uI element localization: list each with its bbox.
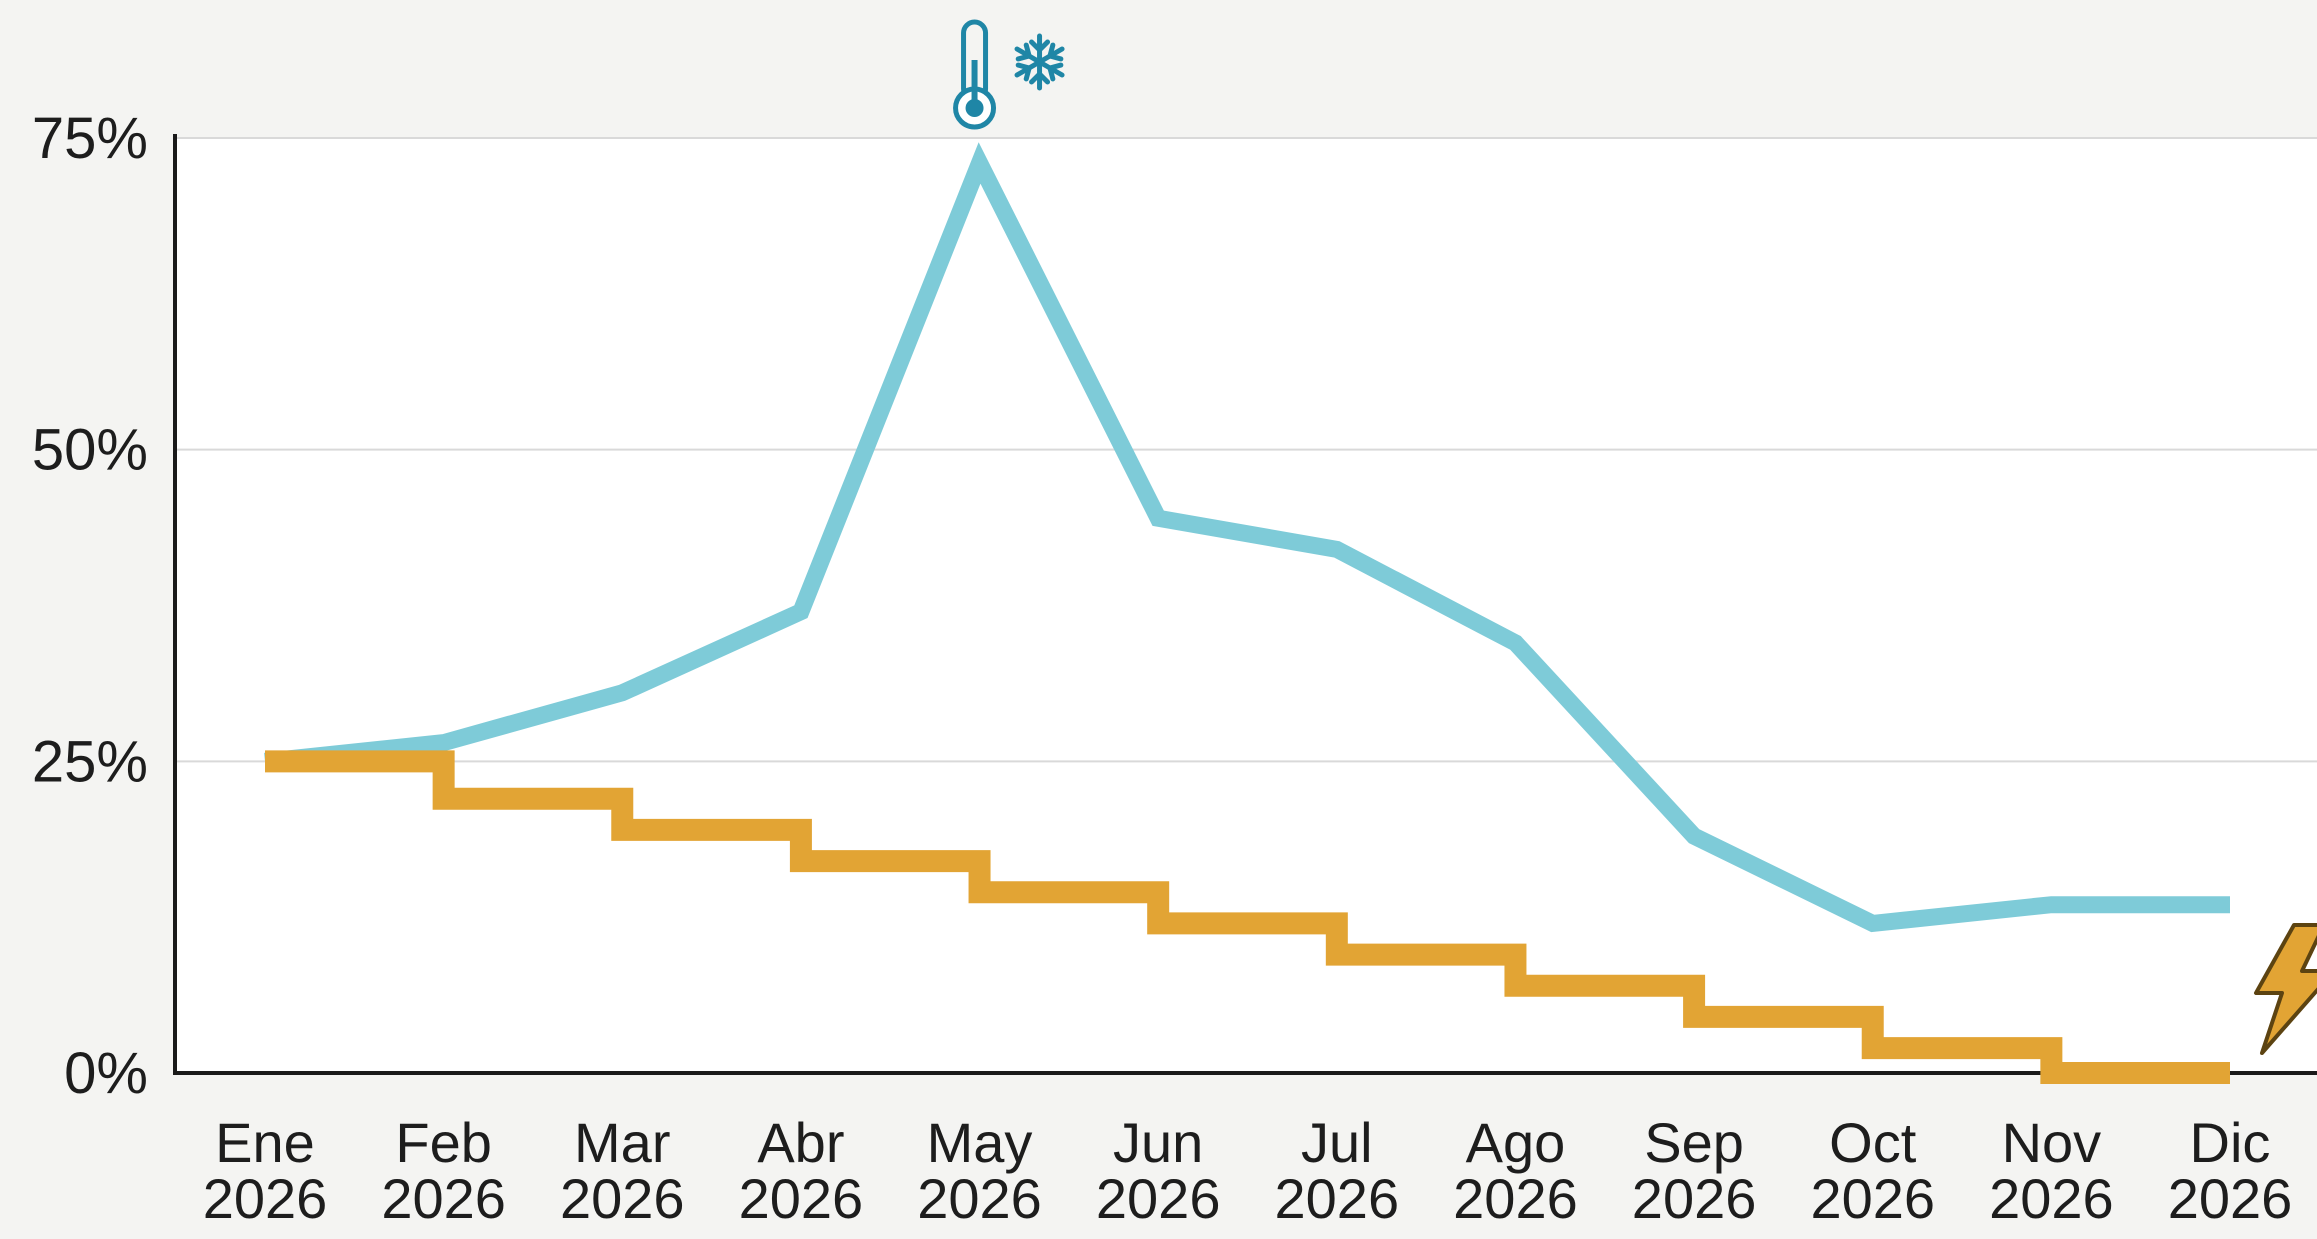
data-point — [979, 891, 981, 893]
data-point — [1157, 922, 1159, 924]
lightning-bolt-icon — [2254, 923, 2317, 1055]
x-tick-label: May 2026 — [917, 1111, 1042, 1230]
data-point — [1693, 1016, 1695, 1018]
x-tick-label: Sep 2026 — [1632, 1111, 1757, 1230]
data-point — [621, 692, 623, 694]
snowflake-branch — [1015, 42, 1033, 62]
data-point — [2050, 1072, 2052, 1074]
y-tick-label: 75% — [32, 106, 148, 171]
snowflake-branch — [1046, 42, 1064, 62]
x-tick-label: Dic 2026 — [2168, 1111, 2293, 1230]
series-line — [264, 142, 2230, 933]
axes — [173, 134, 2317, 1075]
data-point — [443, 798, 445, 800]
data-point — [443, 742, 445, 744]
x-tick-label: Ene 2026 — [203, 1111, 328, 1230]
x-tick-label: Jun 2026 — [1096, 1111, 1221, 1230]
data-point — [1336, 548, 1338, 550]
data-point — [979, 162, 981, 164]
data-point — [1514, 642, 1516, 644]
y-tick-label: 0% — [64, 1041, 148, 1106]
annotation-icons — [953, 19, 2317, 1055]
data-point — [1872, 922, 1874, 924]
series-line-step — [265, 750, 2230, 1084]
x-tick-label: Jul 2026 — [1275, 1111, 1400, 1230]
x-tick-label: Ago 2026 — [1453, 1111, 1578, 1230]
data-point — [800, 860, 802, 862]
lightning-bolt-shape — [2254, 923, 2317, 1055]
data-point — [1157, 517, 1159, 519]
snowflake-branch — [1046, 62, 1064, 82]
data-point — [1872, 1047, 1874, 1049]
snowflake-arm — [1014, 42, 1065, 82]
x-tick-label: Oct 2026 — [1810, 1111, 1935, 1230]
data-point — [1336, 954, 1338, 956]
snowflake-branch — [1015, 62, 1033, 82]
data-point — [2229, 1072, 2231, 1074]
x-tick-label: Nov 2026 — [1989, 1111, 2114, 1230]
data-point — [2050, 904, 2052, 906]
snowflake-branch — [1029, 39, 1051, 54]
data-point — [621, 829, 623, 831]
data-point — [1514, 985, 1516, 987]
data-point — [1693, 835, 1695, 837]
y-tick-label: 50% — [32, 418, 148, 483]
x-tick-label: Mar 2026 — [560, 1111, 685, 1230]
snowflake-branch — [1029, 70, 1051, 85]
data-point — [2229, 904, 2231, 906]
x-tick-label: Feb 2026 — [381, 1111, 506, 1230]
tick-labels: 0% 25% 50% 75% Ene 2026 Feb 2026 Mar 2026 Abr 2026 M… — [32, 106, 2292, 1230]
snowflake-icon — [1014, 33, 1065, 91]
x-tick-label: Abr 2026 — [739, 1111, 864, 1230]
data-point — [264, 760, 266, 762]
thermometer-snowflake-icon — [953, 19, 1065, 130]
snowflake-stroke — [1014, 46, 1065, 78]
y-tick-label: 25% — [32, 729, 148, 794]
thermometer-fluid-bulb — [965, 99, 984, 117]
data-point — [800, 611, 802, 613]
series-group — [264, 142, 2231, 1084]
